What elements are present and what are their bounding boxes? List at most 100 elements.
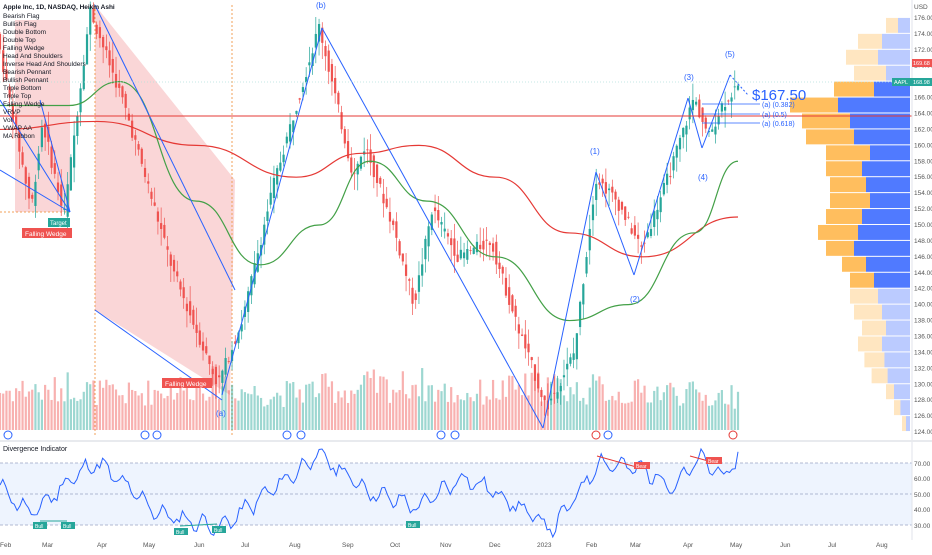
candle-body [614,191,617,200]
legend-item-1[interactable]: Bullish Flag [3,21,37,28]
candle-body [31,194,34,199]
candle-body [475,241,479,253]
volume-bar [427,385,430,430]
volume-bar [707,405,711,430]
candle-body [627,216,630,218]
fib-label-0382: (a) (0.382) [762,102,795,109]
event-icon-9[interactable] [603,430,613,440]
legend-item-14[interactable]: VWAP AA [3,125,33,132]
candle-body [511,295,514,312]
candle-body [530,357,533,361]
vrvp-bar-buy [866,177,910,193]
volume-bar [388,402,392,430]
price-tick-0: 176.00 [914,15,932,22]
volume-bar [324,373,327,430]
vrvp-bar-buy [886,320,910,336]
volume-bar [15,388,18,430]
volume-bar [456,395,459,430]
legend-item-0[interactable]: Bearish Flag [3,13,40,20]
candle-body [353,172,356,174]
legend-item-10[interactable]: Triple Top [3,93,32,100]
event-icon-5[interactable] [296,430,306,440]
legend-item-11[interactable]: Falling Wedge [3,101,45,108]
candle-body [375,164,379,183]
volume-bar [60,388,63,430]
osc-tag-bull-2-bg [61,522,75,529]
event-icon-7[interactable] [450,430,460,440]
candle-body [108,50,111,66]
volume-bar [630,401,633,430]
legend-item-15[interactable]: MA Ribbon [3,133,35,140]
candle-body [114,73,118,88]
event-icon-8[interactable] [591,430,601,440]
volume-bar [105,379,108,430]
falling-wedge-tag-2: Falling Wedge [162,378,212,388]
volume-bar [533,377,537,430]
candle-body [395,221,398,238]
legend-item-9[interactable]: Triple Bottom [3,85,41,92]
candle-body [292,120,295,133]
osc-tick-50: 50.00 [914,492,931,499]
candle-body [549,398,553,401]
volume-bar [730,385,733,430]
candle-body [424,238,427,260]
volume-bar [366,371,369,430]
volume-bar [617,391,620,430]
event-icon-4[interactable] [282,430,292,440]
legend-item-5[interactable]: Head And Shoulders [3,53,63,60]
candle-body [417,275,421,292]
candle-body [163,224,166,238]
legend-item-6[interactable]: Inverse Head And Shoulders [3,61,86,68]
legend-item-3[interactable]: Double Top [3,37,36,44]
legend-item-12[interactable]: VRVP [3,109,21,116]
volume-bar [607,399,611,430]
vrvp-bar-sell [902,416,906,432]
volume-bar [140,393,143,430]
volume-bar [717,392,720,430]
vrvp-bar-buy [898,17,910,33]
price-tick-19: 138.00 [914,318,932,325]
candle-body [134,135,137,140]
candle-body [385,198,388,208]
price-axis: USD 176.00174.00172.00170.00168.00166.00… [892,0,932,440]
legend-item-13[interactable]: Vol [3,117,13,124]
volume-bar [44,384,47,430]
legend-item-2[interactable]: Double Bottom [3,29,46,36]
volume-bar [208,396,211,430]
candle-body [350,157,353,173]
volume-bar [520,395,524,430]
volume-bar [417,396,421,430]
event-icon-3[interactable] [152,430,162,440]
volume-bar [440,391,443,430]
legend-item-4[interactable]: Falling Wedge [3,45,45,52]
volume-bar [359,384,363,430]
candle-body [527,343,530,353]
volume-bar [495,398,498,430]
legend-item-8[interactable]: Bullish Pennant [3,77,48,84]
candle-body [95,24,98,34]
price-tick-13: 150.00 [914,222,932,229]
volume-bar [501,380,504,430]
volume-bar [114,389,118,430]
event-icon-1[interactable] [3,430,13,440]
vrvp-bar-sell [871,368,888,384]
legend-item-7[interactable]: Bearish Pennant [3,69,51,76]
candle-body [2,50,5,73]
candle-body [604,182,607,194]
event-icon-6[interactable] [436,430,446,440]
price-tick-25: 126.00 [914,413,932,420]
time-tick-13: Mar [630,542,642,549]
time-tick-16: Jun [780,542,791,549]
candle-body [118,83,121,88]
event-icon-10[interactable] [728,430,738,440]
volume-bar [353,393,356,430]
event-icon-2[interactable] [140,430,150,440]
candle-body [208,355,211,365]
volume-bar [179,377,182,430]
wedge1-lower [0,169,71,213]
candle-body [636,234,640,239]
candle-body [176,271,179,277]
candle-body [517,324,520,334]
osc-title: Divergence Indicator [3,446,68,453]
